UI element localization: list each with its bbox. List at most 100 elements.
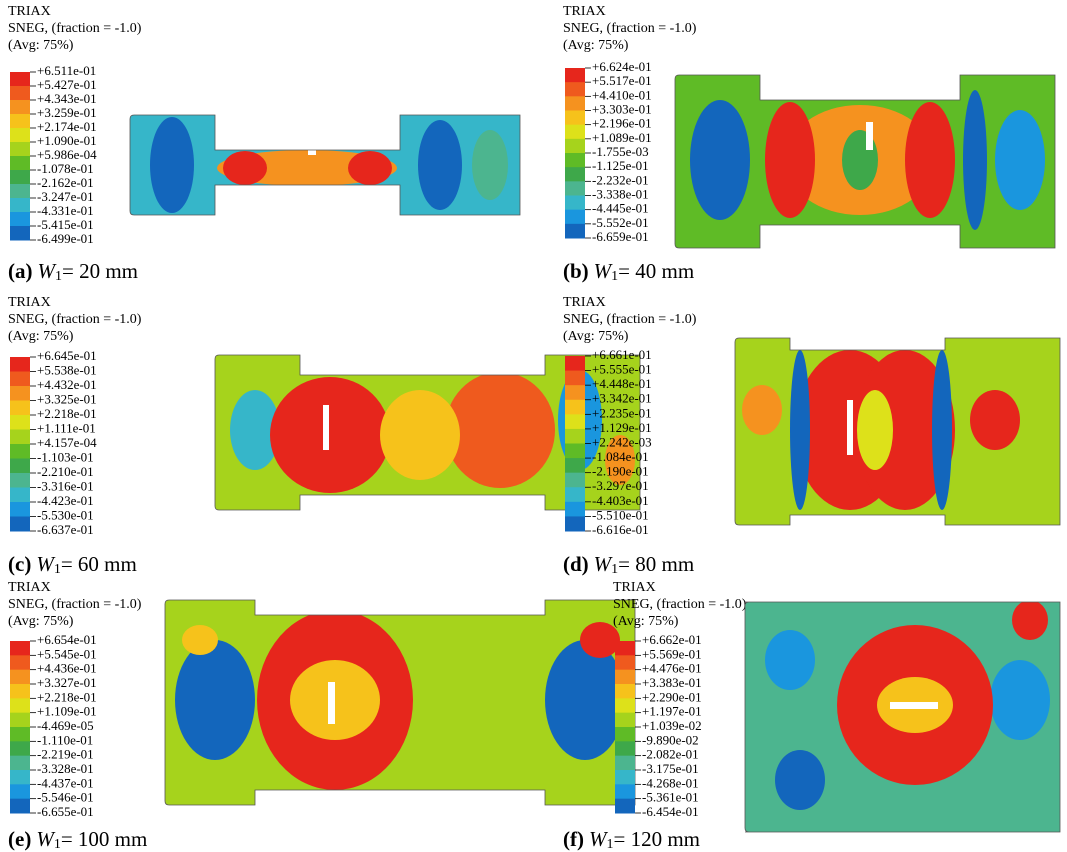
- legend-label: -4.469e-05: [37, 718, 94, 733]
- legend-label: -6.616e-01: [592, 522, 649, 537]
- color-swatch: [10, 100, 30, 115]
- color-swatch: [10, 114, 30, 129]
- color-swatch: [565, 444, 585, 459]
- panel: TRIAXSNEG, (fraction = -1.0)(Avg: 75%)+6…: [8, 295, 640, 577]
- header-line: TRIAX: [8, 580, 51, 595]
- header-line: TRIAX: [563, 4, 606, 19]
- legend-label: -2.082e-01: [642, 747, 699, 762]
- color-swatch: [565, 196, 585, 211]
- legend-label: -3.328e-01: [37, 761, 94, 776]
- color-swatch: [10, 128, 30, 143]
- contour-plot: [165, 600, 635, 805]
- header-line: TRIAX: [8, 295, 51, 310]
- color-swatch: [10, 799, 30, 814]
- legend-label: -6.655e-01: [37, 804, 94, 819]
- color-swatch: [615, 655, 635, 670]
- legend-label: -4.268e-01: [642, 775, 699, 790]
- contour-region: [765, 630, 815, 690]
- legend-label: +4.343e-01: [37, 91, 97, 106]
- color-swatch: [10, 713, 30, 728]
- caption-text: = 20 mm: [62, 259, 138, 283]
- legend-label: -3.338e-01: [592, 186, 649, 201]
- color-swatch: [565, 82, 585, 97]
- color-swatch: [10, 655, 30, 670]
- caption-subscript: 1: [54, 562, 61, 577]
- color-swatch: [10, 459, 30, 474]
- contour-region: [790, 350, 810, 510]
- caption-label: (c): [8, 552, 31, 576]
- legend-label: +6.662e-01: [642, 632, 702, 647]
- legend-label: -6.499e-01: [37, 231, 94, 246]
- contour-plot: [675, 75, 1055, 248]
- legend-label: -6.659e-01: [592, 229, 649, 244]
- color-swatch: [565, 473, 585, 488]
- caption: (e)W1= 100 mm: [8, 827, 147, 852]
- color-swatch: [615, 799, 635, 814]
- legend-label: +2.218e-01: [37, 406, 97, 421]
- color-swatch: [615, 713, 635, 728]
- legend-label: +2.174e-01: [37, 119, 97, 134]
- legend-label: +6.661e-01: [592, 347, 652, 362]
- contour-plot: [130, 115, 520, 215]
- caption-label: (f): [563, 827, 584, 851]
- legend-label: -6.454e-01: [642, 804, 699, 819]
- caption-subscript: 1: [606, 837, 613, 852]
- legend-label: +3.325e-01: [37, 391, 97, 406]
- contour-region: [418, 120, 462, 210]
- legend-label: -6.637e-01: [37, 522, 94, 537]
- legend-label: -3.316e-01: [37, 478, 94, 493]
- legend-label: +6.645e-01: [37, 348, 97, 363]
- legend-label: -9.890e-02: [642, 732, 699, 747]
- color-swatch: [565, 429, 585, 444]
- legend-label: -1.755e-03: [592, 144, 649, 159]
- contour-region: [690, 100, 750, 220]
- legend-label: -1.125e-01: [592, 158, 649, 173]
- contour-region: [270, 377, 390, 493]
- caption-text: = 80 mm: [618, 552, 694, 576]
- legend-label: +2.235e-01: [592, 405, 652, 420]
- legend-label: +6.511e-01: [37, 63, 96, 78]
- caption-subscript: 1: [611, 562, 618, 577]
- color-swatch: [565, 153, 585, 168]
- color-swatch: [565, 167, 585, 182]
- color-swatch: [565, 96, 585, 111]
- legend-label: -2.190e-01: [592, 464, 649, 479]
- caption-label: (b): [563, 259, 589, 283]
- legend-label: +3.383e-01: [642, 675, 702, 690]
- color-swatch: [565, 400, 585, 415]
- header-line: TRIAX: [8, 4, 51, 19]
- color-swatch: [565, 356, 585, 371]
- header-line: SNEG, (fraction = -1.0): [563, 21, 697, 36]
- color-swatch: [10, 756, 30, 771]
- contour-region: [857, 390, 893, 470]
- header-line: (Avg: 75%): [8, 38, 74, 53]
- legend-label: -5.361e-01: [642, 790, 699, 805]
- caption-text: = 40 mm: [618, 259, 694, 283]
- caption-label: (d): [563, 552, 589, 576]
- slit: [323, 405, 329, 450]
- caption-subscript: 1: [55, 269, 62, 284]
- legend-label: +3.259e-01: [37, 105, 97, 120]
- color-swatch: [615, 784, 635, 799]
- color-swatch: [10, 488, 30, 503]
- color-swatch: [10, 198, 30, 213]
- contour-region: [150, 117, 194, 213]
- legend-label: +6.654e-01: [37, 632, 97, 647]
- header-line: (Avg: 75%): [8, 614, 74, 629]
- legend-label: +5.517e-01: [592, 73, 652, 88]
- legend-label: +5.569e-01: [642, 646, 702, 661]
- color-swatch: [565, 111, 585, 126]
- legend-label: -2.210e-01: [37, 464, 94, 479]
- contour-region: [932, 350, 952, 510]
- header-line: SNEG, (fraction = -1.0): [563, 312, 697, 327]
- color-swatch: [10, 784, 30, 799]
- caption: (f)W1= 120 mm: [563, 827, 700, 852]
- color-swatch: [10, 727, 30, 742]
- panel: TRIAXSNEG, (fraction = -1.0)(Avg: 75%)+6…: [563, 580, 1060, 852]
- caption-subscript: 1: [54, 837, 61, 852]
- legend-label: +2.242e-03: [592, 434, 652, 449]
- color-swatch: [565, 516, 585, 531]
- legend-label: +6.624e-01: [592, 59, 652, 74]
- contour-region: [380, 390, 460, 480]
